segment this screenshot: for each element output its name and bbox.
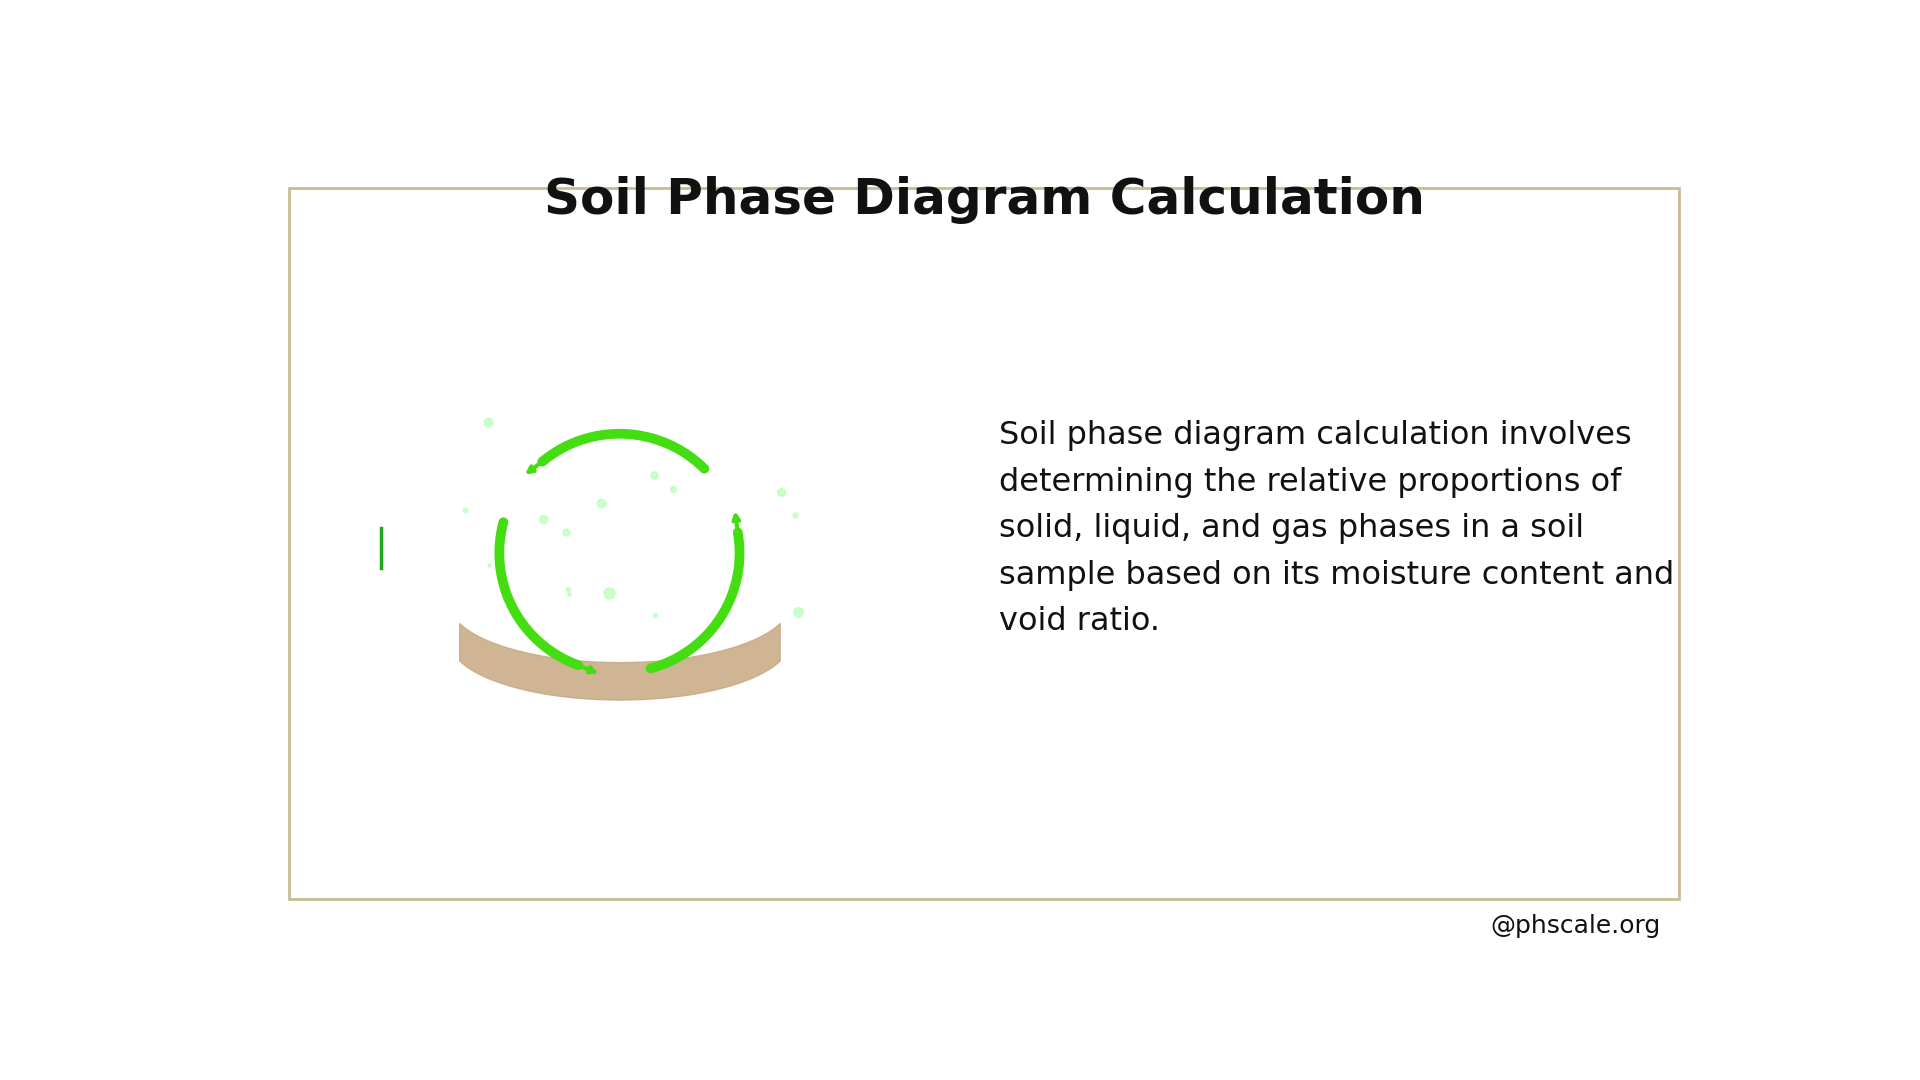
Text: Soil Phase Diagram Calculation: Soil Phase Diagram Calculation	[543, 176, 1425, 225]
Polygon shape	[382, 497, 415, 553]
Text: Soil phase diagram calculation involves
determining the relative proportions of
: Soil phase diagram calculation involves …	[998, 420, 1674, 637]
Text: @phscale.org: @phscale.org	[1490, 915, 1661, 939]
